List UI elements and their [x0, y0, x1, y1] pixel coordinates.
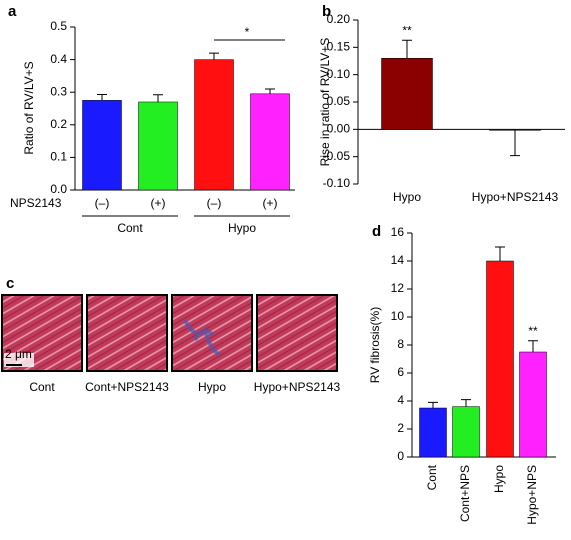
- x-tick-label: Hypo+NPS2143: [472, 190, 559, 204]
- y-tick-label: 0.0: [50, 182, 67, 196]
- x-tick-label: (+): [263, 196, 278, 210]
- error-bar: [461, 399, 471, 407]
- y-tick-label: -0.10: [323, 176, 351, 190]
- y-tick-label: 0.20: [327, 12, 351, 26]
- bar: [194, 59, 234, 191]
- y-tick-label: 6: [397, 365, 404, 379]
- x-tick-label: (–): [95, 196, 110, 210]
- y-axis-label: Rise in ratio of RV/LV+S: [318, 38, 332, 167]
- error-bar: [97, 93, 107, 101]
- panel-letter: d: [372, 223, 381, 240]
- annotation: *: [245, 25, 250, 39]
- y-tick-label: 10: [391, 309, 405, 323]
- fibrosis-stain: [183, 319, 222, 357]
- image-label: Hypo: [198, 380, 226, 394]
- y-axis-label: RV fibrosis(%): [368, 307, 382, 383]
- x-tick-label: Hypo: [393, 190, 421, 204]
- image-label: Cont: [29, 380, 55, 394]
- group-label: Hypo: [228, 221, 256, 235]
- x-tick-label: Cont+NPS: [458, 465, 472, 522]
- error-bar: [402, 39, 412, 59]
- micrographs: 2 μm Cont Cont+NPS2143 Hypo Hypo+NPS2143: [1, 294, 341, 394]
- error-bar: [510, 129, 520, 157]
- bar: [82, 100, 122, 191]
- micrograph: [86, 294, 168, 372]
- bar: [486, 260, 514, 458]
- bar: [452, 406, 480, 458]
- y-tick-label: 0.5: [50, 19, 67, 33]
- error-bar: [428, 401, 438, 408]
- error-bar: [153, 94, 163, 102]
- y-tick-label: 0.05: [327, 94, 351, 108]
- y-tick-label: 0.15: [327, 40, 351, 54]
- panel-letter: b: [322, 3, 331, 20]
- y-tick-label: 8: [397, 337, 404, 351]
- image-label: Cont+NPS2143: [85, 380, 169, 394]
- y-axis-label: Ratio of RV/LV+S: [22, 61, 36, 154]
- panel-letter: c: [6, 275, 14, 292]
- annotation: **: [402, 23, 412, 37]
- error-bar: [209, 52, 219, 60]
- y-tick-label: 0.10: [327, 67, 351, 81]
- y-tick-label: 0.2: [50, 117, 67, 131]
- y-tick-label: 0.00: [327, 122, 351, 136]
- x-row-label: NPS2143: [10, 196, 62, 210]
- y-tick-label: 12: [391, 281, 405, 295]
- y-tick-label: 14: [391, 253, 405, 267]
- y-tick-label: 0.3: [50, 84, 67, 98]
- y-tick-label: 2: [397, 421, 404, 435]
- bar: [250, 93, 290, 191]
- x-tick-label: Cont: [425, 464, 439, 490]
- image-label: Hypo+NPS2143: [254, 380, 341, 394]
- micrograph: [256, 294, 338, 372]
- y-tick-label: 16: [391, 225, 405, 239]
- scale-bg: [4, 353, 34, 367]
- group-label: Cont: [117, 221, 143, 235]
- bar: [519, 351, 547, 458]
- y-tick-label: 0.1: [50, 150, 67, 164]
- annotation: **: [528, 324, 538, 338]
- x-tick-label: Hypo: [492, 465, 506, 493]
- y-tick-label: 0: [397, 449, 404, 463]
- y-tick-label: 0.4: [50, 52, 67, 66]
- x-tick-label: Hypo+NPS: [525, 465, 539, 525]
- bar: [381, 58, 433, 130]
- panel-letter: a: [8, 3, 17, 20]
- x-tick-label: (–): [207, 196, 222, 210]
- x-tick-label: (+): [151, 196, 166, 210]
- y-tick-label: 4: [397, 393, 404, 407]
- scale-label: 2 μm: [5, 347, 32, 361]
- bar: [419, 407, 447, 458]
- bar: [138, 101, 178, 191]
- error-bar: [528, 340, 538, 352]
- error-bar: [495, 246, 505, 261]
- error-bar: [265, 88, 275, 94]
- y-tick-label: -0.05: [323, 149, 351, 163]
